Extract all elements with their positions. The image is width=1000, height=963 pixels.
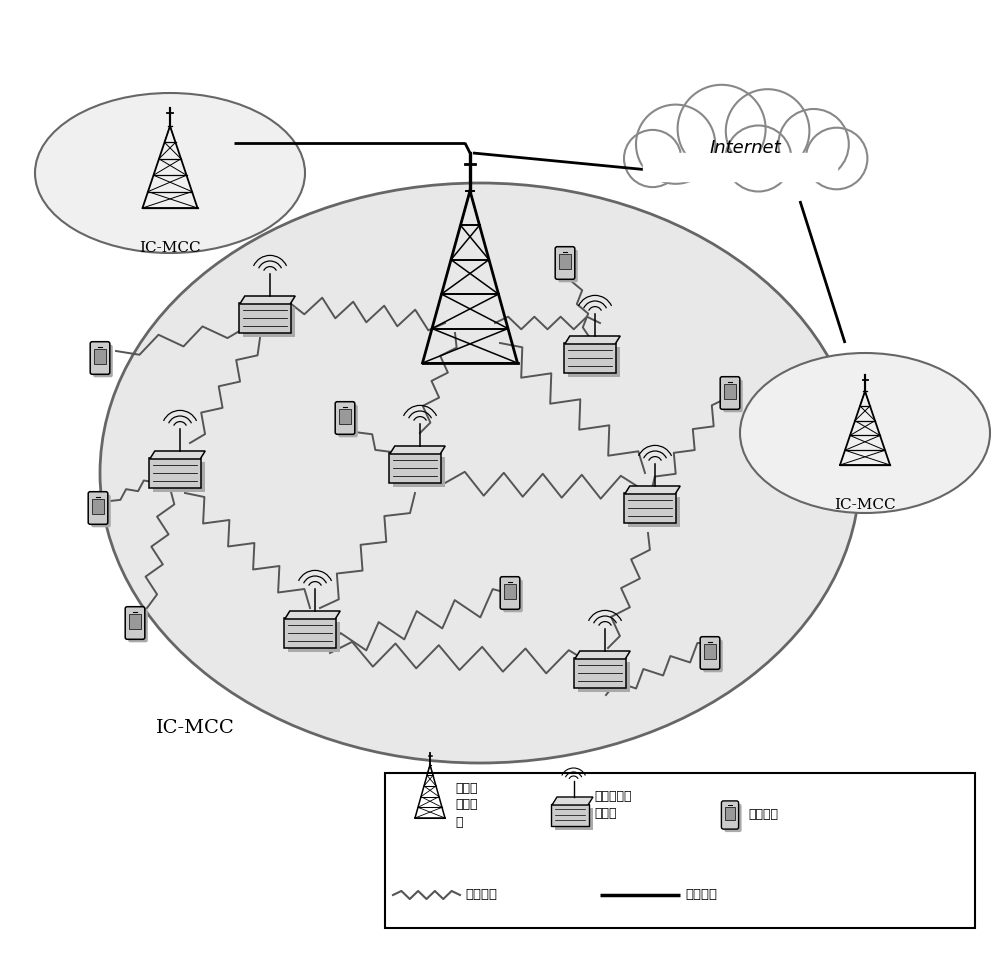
Circle shape	[624, 130, 681, 187]
Polygon shape	[285, 611, 340, 619]
FancyBboxPatch shape	[703, 639, 723, 672]
FancyBboxPatch shape	[153, 462, 205, 492]
FancyBboxPatch shape	[503, 580, 523, 612]
Text: 认知无线电
路由器: 认知无线电 路由器	[594, 790, 632, 820]
FancyBboxPatch shape	[558, 249, 578, 282]
FancyBboxPatch shape	[574, 658, 626, 688]
Polygon shape	[150, 451, 205, 459]
Text: IC-MCC: IC-MCC	[139, 241, 201, 255]
FancyBboxPatch shape	[88, 492, 108, 524]
FancyBboxPatch shape	[500, 577, 520, 610]
FancyBboxPatch shape	[393, 457, 445, 487]
Text: Internet: Internet	[709, 139, 781, 157]
FancyBboxPatch shape	[389, 453, 441, 483]
Text: 有线链路: 有线链路	[685, 889, 717, 901]
Bar	[339, 408, 351, 425]
Bar	[724, 383, 736, 400]
FancyBboxPatch shape	[338, 404, 358, 437]
Polygon shape	[390, 446, 445, 454]
FancyBboxPatch shape	[564, 343, 616, 373]
Polygon shape	[240, 296, 295, 304]
FancyBboxPatch shape	[93, 345, 113, 377]
Text: IC-MCC: IC-MCC	[834, 498, 896, 512]
Circle shape	[726, 90, 809, 172]
Text: 移动用户: 移动用户	[748, 809, 778, 821]
Text: IC-MCC: IC-MCC	[156, 719, 234, 737]
FancyBboxPatch shape	[723, 379, 743, 412]
Bar	[704, 643, 716, 660]
Circle shape	[778, 109, 849, 179]
FancyBboxPatch shape	[720, 377, 740, 409]
Circle shape	[636, 105, 715, 184]
FancyBboxPatch shape	[284, 618, 336, 648]
FancyBboxPatch shape	[555, 808, 593, 830]
FancyBboxPatch shape	[700, 637, 720, 669]
FancyBboxPatch shape	[624, 493, 676, 523]
FancyBboxPatch shape	[555, 247, 575, 279]
Bar	[385, 773, 975, 928]
Ellipse shape	[740, 353, 990, 513]
Circle shape	[806, 128, 867, 190]
FancyBboxPatch shape	[724, 804, 742, 832]
Bar	[129, 613, 141, 630]
Bar	[725, 807, 735, 820]
Circle shape	[678, 85, 766, 172]
Bar	[504, 584, 516, 599]
Ellipse shape	[35, 93, 305, 253]
FancyBboxPatch shape	[128, 610, 148, 642]
Polygon shape	[552, 797, 593, 805]
Bar	[643, 153, 837, 180]
Polygon shape	[575, 651, 630, 659]
FancyBboxPatch shape	[568, 347, 620, 377]
Polygon shape	[565, 336, 620, 344]
Text: 无线链路: 无线链路	[465, 889, 497, 901]
Text: 二级服
务供应
商: 二级服 务供应 商	[455, 782, 478, 828]
FancyBboxPatch shape	[578, 662, 630, 692]
Bar	[92, 499, 104, 514]
FancyBboxPatch shape	[125, 607, 145, 639]
FancyBboxPatch shape	[551, 804, 589, 826]
FancyBboxPatch shape	[243, 307, 295, 337]
FancyBboxPatch shape	[288, 622, 340, 652]
FancyBboxPatch shape	[239, 303, 291, 333]
FancyBboxPatch shape	[335, 402, 355, 434]
Ellipse shape	[100, 183, 860, 763]
Polygon shape	[625, 486, 680, 494]
FancyBboxPatch shape	[90, 342, 110, 375]
Bar	[559, 253, 571, 270]
Circle shape	[725, 125, 791, 192]
FancyBboxPatch shape	[91, 495, 111, 528]
FancyBboxPatch shape	[721, 801, 739, 829]
Bar	[94, 349, 106, 364]
FancyBboxPatch shape	[149, 458, 201, 488]
FancyBboxPatch shape	[628, 497, 680, 527]
